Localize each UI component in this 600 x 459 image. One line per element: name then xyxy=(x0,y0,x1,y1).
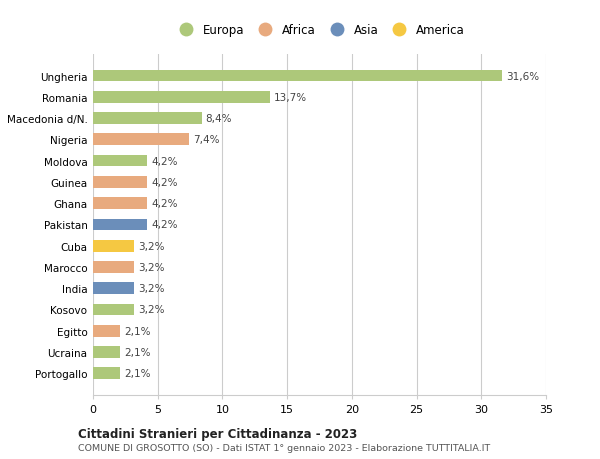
Bar xyxy=(93,283,134,294)
Bar xyxy=(93,134,189,146)
Text: 3,2%: 3,2% xyxy=(139,241,165,251)
Bar xyxy=(93,113,202,125)
Text: Cittadini Stranieri per Cittadinanza - 2023: Cittadini Stranieri per Cittadinanza - 2… xyxy=(78,427,357,440)
Bar xyxy=(93,177,148,188)
Text: 4,2%: 4,2% xyxy=(151,178,178,187)
Bar xyxy=(93,325,120,337)
Text: 8,4%: 8,4% xyxy=(206,114,232,124)
Text: 13,7%: 13,7% xyxy=(274,93,307,102)
Legend: Europa, Africa, Asia, America: Europa, Africa, Asia, America xyxy=(171,20,468,40)
Text: 4,2%: 4,2% xyxy=(151,199,178,209)
Text: 7,4%: 7,4% xyxy=(193,135,219,145)
Text: 3,2%: 3,2% xyxy=(139,305,165,315)
Text: 2,1%: 2,1% xyxy=(124,347,151,357)
Text: 2,1%: 2,1% xyxy=(124,326,151,336)
Bar xyxy=(93,219,148,231)
Bar xyxy=(93,71,502,82)
Bar xyxy=(93,368,120,379)
Bar xyxy=(93,156,148,167)
Text: 4,2%: 4,2% xyxy=(151,220,178,230)
Bar xyxy=(93,92,271,103)
Text: 3,2%: 3,2% xyxy=(139,284,165,294)
Text: 3,2%: 3,2% xyxy=(139,263,165,272)
Text: 31,6%: 31,6% xyxy=(506,71,539,81)
Bar xyxy=(93,304,134,316)
Bar xyxy=(93,198,148,209)
Text: COMUNE DI GROSOTTO (SO) - Dati ISTAT 1° gennaio 2023 - Elaborazione TUTTITALIA.I: COMUNE DI GROSOTTO (SO) - Dati ISTAT 1° … xyxy=(78,443,490,452)
Bar xyxy=(93,262,134,273)
Text: 2,1%: 2,1% xyxy=(124,369,151,379)
Bar xyxy=(93,347,120,358)
Bar xyxy=(93,241,134,252)
Text: 4,2%: 4,2% xyxy=(151,156,178,166)
